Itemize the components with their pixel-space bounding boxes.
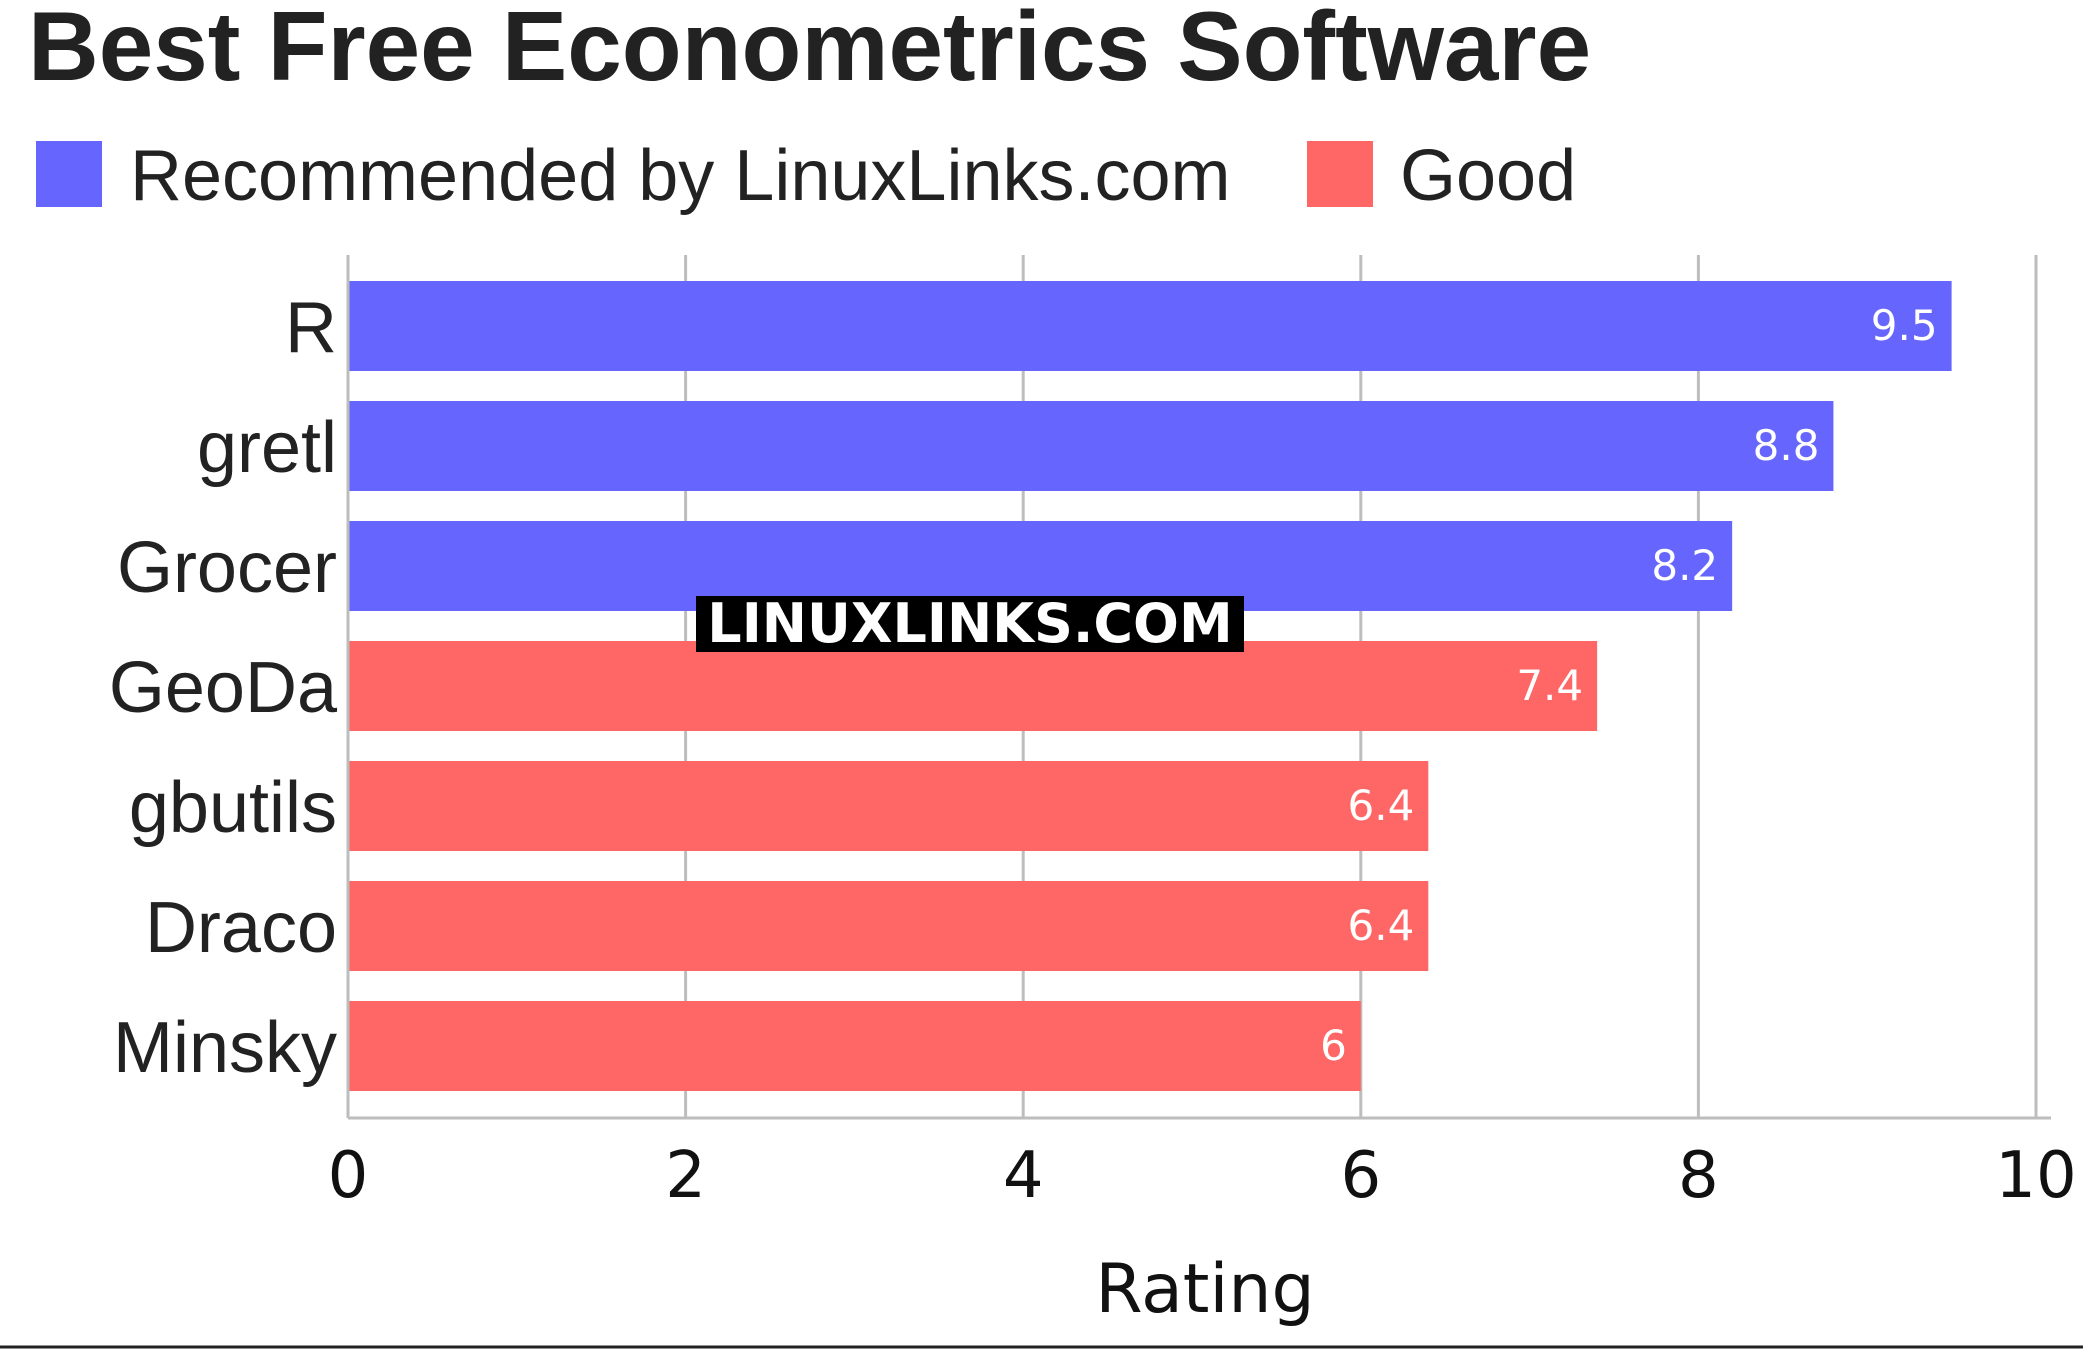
value-label-r: 9.5 bbox=[1871, 301, 1938, 350]
bar-gretl bbox=[348, 401, 1834, 491]
category-label-minsky: Minsky bbox=[113, 1008, 337, 1088]
watermark-text: LINUXLINKS.COM bbox=[707, 592, 1232, 655]
axes: 0 2 4 6 8 10 bbox=[328, 255, 2077, 1213]
category-label-geoda: GeoDa bbox=[109, 648, 338, 728]
x-tick-label-2: 2 bbox=[665, 1139, 706, 1213]
value-label-draco: 6.4 bbox=[1348, 901, 1415, 950]
value-label-geoda: 7.4 bbox=[1516, 661, 1583, 710]
chart-title: Best Free Econometrics Software bbox=[28, 0, 1591, 101]
value-label-minsky: 6 bbox=[1320, 1021, 1347, 1070]
bar-draco bbox=[348, 881, 1429, 971]
watermark-background bbox=[696, 596, 1244, 652]
category-label-gretl: gretl bbox=[197, 408, 337, 488]
x-tick-label-10: 10 bbox=[1995, 1139, 2076, 1213]
category-label-draco: Draco bbox=[145, 888, 337, 968]
bar-minsky bbox=[348, 1001, 1361, 1091]
category-label-grocer: Grocer bbox=[117, 528, 337, 608]
x-tick-label-6: 6 bbox=[1340, 1139, 1381, 1213]
value-label-gbutils: 6.4 bbox=[1348, 781, 1415, 830]
category-label-r: R bbox=[285, 288, 337, 368]
legend-label-good: Good bbox=[1400, 136, 1576, 216]
x-tick-label-4: 4 bbox=[1003, 1139, 1044, 1213]
legend-swatch-recommended-by-linuxlinks-com bbox=[36, 141, 102, 207]
legend-label-recommended-by-linuxlinks-com: Recommended by LinuxLinks.com bbox=[130, 136, 1231, 216]
x-tick-label-0: 0 bbox=[328, 1139, 369, 1213]
category-label-gbutils: gbutils bbox=[129, 768, 337, 848]
x-tick-label-8: 8 bbox=[1678, 1139, 1719, 1213]
legend: Recommended by LinuxLinks.com Good bbox=[36, 136, 1576, 216]
x-axis-label: Rating bbox=[1095, 1250, 1314, 1329]
watermark: LINUXLINKS.COM bbox=[696, 592, 1244, 655]
value-label-gretl: 8.8 bbox=[1753, 421, 1820, 470]
value-label-grocer: 8.2 bbox=[1651, 541, 1718, 590]
bars: 9.5 R 8.8 gretl 8.2 Grocer 7.4 GeoDa 6.4 gbutils 6… bbox=[109, 281, 1952, 1091]
bar-geoda bbox=[348, 641, 1598, 731]
legend-swatch-good bbox=[1307, 141, 1373, 207]
bar-gbutils bbox=[348, 761, 1429, 851]
bar-r bbox=[348, 281, 1952, 371]
